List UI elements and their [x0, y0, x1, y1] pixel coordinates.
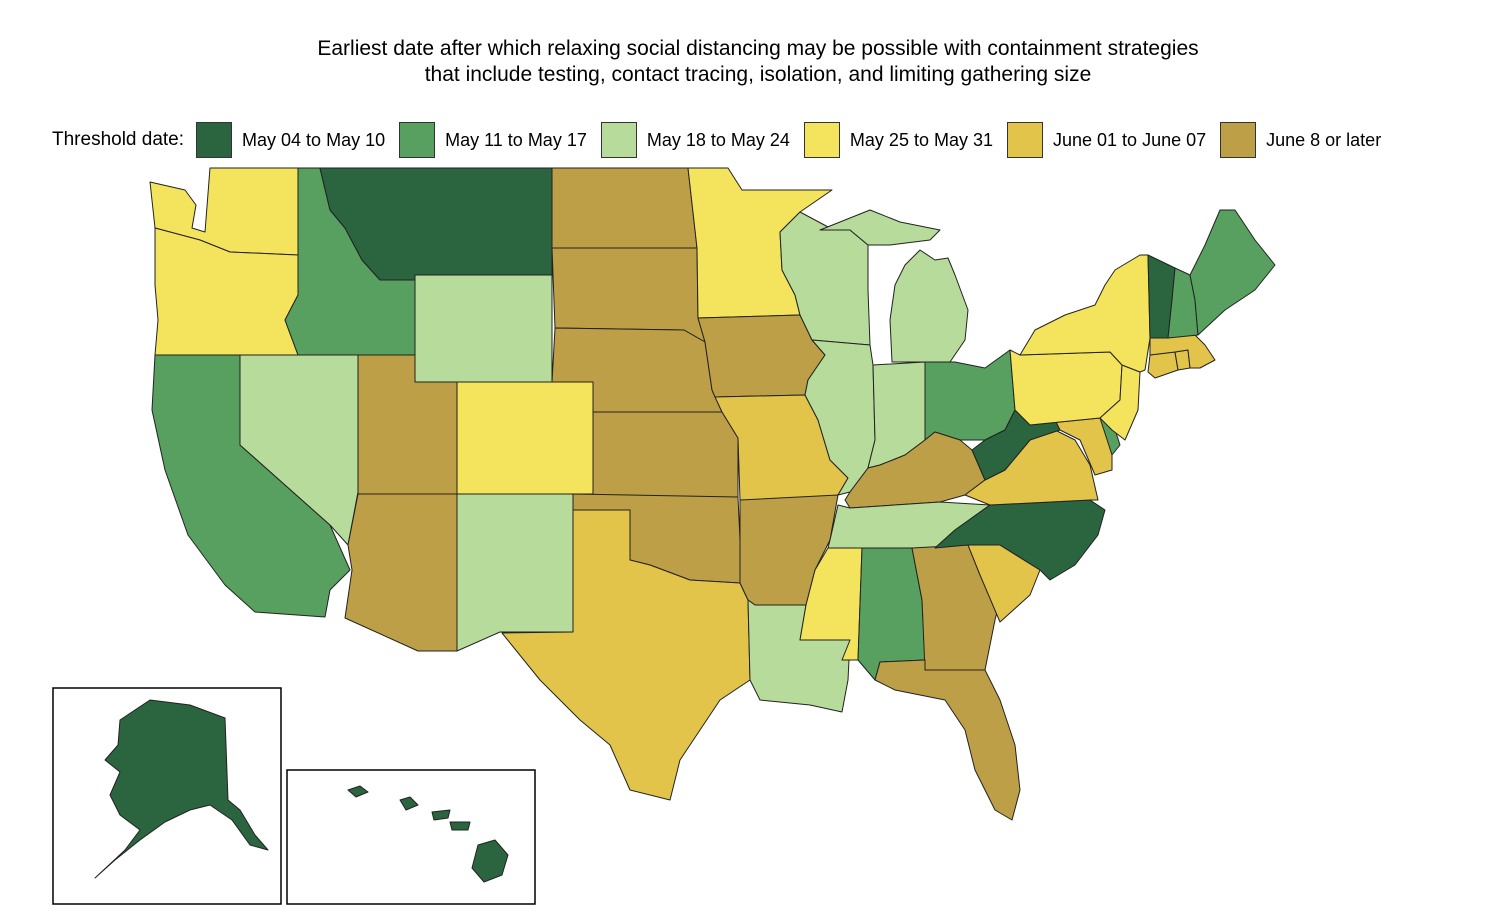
legend-swatch-3: [600, 122, 637, 158]
state-wisconsin[interactable]: [779, 211, 871, 346]
state-massachusetts[interactable]: [1149, 334, 1216, 369]
legend-swatch-6: [1220, 122, 1257, 158]
legend-swatch-4: [803, 122, 840, 158]
state-florida[interactable]: [874, 659, 1021, 821]
state-kansas[interactable]: [592, 411, 739, 498]
state-connecticut[interactable]: [1147, 351, 1179, 379]
legend-item-1: May 04 to May 10: [196, 122, 385, 158]
legend-text-4: May 25 to May 31: [849, 129, 993, 150]
legend-swatch-5: [1007, 122, 1043, 158]
state-texas[interactable]: [501, 509, 751, 801]
state-maine[interactable]: [1189, 209, 1276, 336]
legend-item-3: May 18 to May 24: [600, 122, 790, 158]
legend-item-6: June 8 or later: [1220, 122, 1381, 158]
state-new-jersey[interactable]: [1099, 364, 1141, 441]
state-arizona[interactable]: [344, 493, 458, 652]
legend-swatch-2: [399, 122, 436, 158]
state-hawaii[interactable]: [347, 785, 509, 883]
legend-item-4: May 25 to May 31: [803, 122, 993, 158]
legend-item-5: June 01 to June 07: [1007, 122, 1206, 158]
legend-text-3: May 18 to May 24: [646, 129, 790, 150]
legend-text-1: May 04 to May 10: [242, 129, 386, 150]
state-michigan[interactable]: [819, 209, 969, 363]
title-line-2: that include testing, contact tracing, i…: [424, 63, 1092, 86]
state-alaska[interactable]: [94, 699, 269, 879]
state-new-mexico[interactable]: [456, 493, 574, 652]
legend-text-5: June 01 to June 07: [1053, 129, 1207, 150]
legend-item-2: May 11 to May 17: [399, 122, 587, 158]
state-ohio[interactable]: [924, 349, 1016, 441]
state-north-carolina[interactable]: [934, 499, 1106, 581]
legend: Threshold date: May 04 to May 10 May 11 …: [52, 122, 1395, 158]
state-new-york[interactable]: [1019, 254, 1151, 373]
state-colorado[interactable]: [456, 381, 594, 495]
title-line-1: Earliest date after which relaxing socia…: [317, 37, 1199, 60]
state-rhode-island[interactable]: [1174, 349, 1191, 371]
legend-label: Threshold date:: [52, 129, 185, 150]
state-wyoming[interactable]: [414, 274, 553, 383]
state-north-dakota[interactable]: [551, 167, 698, 249]
legend-swatch-1: [196, 122, 233, 158]
map-title: Earliest date after which relaxing socia…: [0, 36, 1490, 88]
hawaii-inset-frame: [286, 769, 536, 905]
legend-text-6: June 8 or later: [1266, 129, 1382, 150]
legend-text-2: May 11 to May 17: [445, 129, 587, 150]
